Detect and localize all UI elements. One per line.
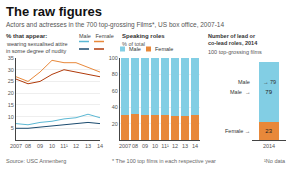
- svg-text:2007: 2007: [10, 143, 22, 149]
- svg-text:11¹: 11¹: [161, 143, 169, 149]
- svg-text:60: 60: [112, 88, 118, 94]
- svg-text:20: 20: [112, 121, 118, 127]
- svg-text:10: 10: [8, 113, 14, 119]
- svg-text:10: 10: [152, 143, 158, 149]
- svg-text:Male: Male: [129, 46, 141, 52]
- svg-text:35: 35: [8, 55, 14, 61]
- svg-text:09: 09: [37, 143, 43, 149]
- svg-text:79: 79: [265, 89, 272, 95]
- svg-text:→ 79: → 79: [263, 79, 276, 85]
- svg-text:Male: Male: [238, 79, 250, 85]
- svg-text:100: 100: [109, 55, 118, 61]
- svg-text:40: 40: [112, 104, 118, 110]
- svg-text:¹No data: ¹No data: [264, 158, 286, 164]
- svg-text:% of total: % of total: [122, 41, 145, 47]
- svg-text:11¹: 11¹: [60, 143, 68, 149]
- svg-text:14: 14: [192, 143, 198, 149]
- svg-text:13: 13: [85, 143, 91, 149]
- svg-text:14: 14: [97, 143, 103, 149]
- svg-text:Male →: Male →: [230, 89, 250, 95]
- svg-text:The raw figures: The raw figures: [6, 4, 102, 19]
- svg-text:% that appear:: % that appear:: [6, 33, 47, 39]
- svg-text:10: 10: [49, 143, 55, 149]
- svg-text:30: 30: [8, 67, 14, 73]
- svg-text:12: 12: [172, 143, 178, 149]
- svg-text:23: 23: [265, 128, 272, 134]
- svg-text:Actors and actresses in the 70: Actors and actresses in the 700 top-gros…: [6, 21, 224, 29]
- svg-text:100 top-grossing films: 100 top-grossing films: [208, 49, 262, 55]
- svg-text:20: 20: [8, 90, 14, 96]
- svg-text:in some degree of nudity: in some degree of nudity: [6, 48, 66, 54]
- svg-text:5: 5: [11, 125, 14, 131]
- svg-text:Female →: Female →: [225, 128, 250, 134]
- svg-text:* The 100 top films in each re: * The 100 top films in each respective y…: [112, 158, 216, 164]
- svg-text:09: 09: [142, 143, 148, 149]
- svg-text:Female: Female: [155, 46, 173, 52]
- svg-text:15: 15: [8, 102, 14, 108]
- svg-text:12: 12: [73, 143, 79, 149]
- svg-text:08: 08: [25, 143, 31, 149]
- svg-text:wearing sexualised attire: wearing sexualised attire: [6, 41, 68, 47]
- svg-text:80: 80: [112, 71, 118, 77]
- svg-text:Source: USC Annenberg: Source: USC Annenberg: [6, 158, 66, 164]
- svg-text:2014: 2014: [263, 143, 275, 149]
- svg-text:13: 13: [182, 143, 188, 149]
- svg-text:25: 25: [8, 78, 14, 84]
- svg-text:2007: 2007: [119, 143, 131, 149]
- svg-text:Speaking roles: Speaking roles: [122, 33, 165, 39]
- svg-text:08: 08: [132, 143, 138, 149]
- svg-text:Male Female: Male Female: [79, 33, 114, 39]
- svg-text:Number of lead orco-lead roles: Number of lead orco-lead roles, 2014: [208, 33, 258, 46]
